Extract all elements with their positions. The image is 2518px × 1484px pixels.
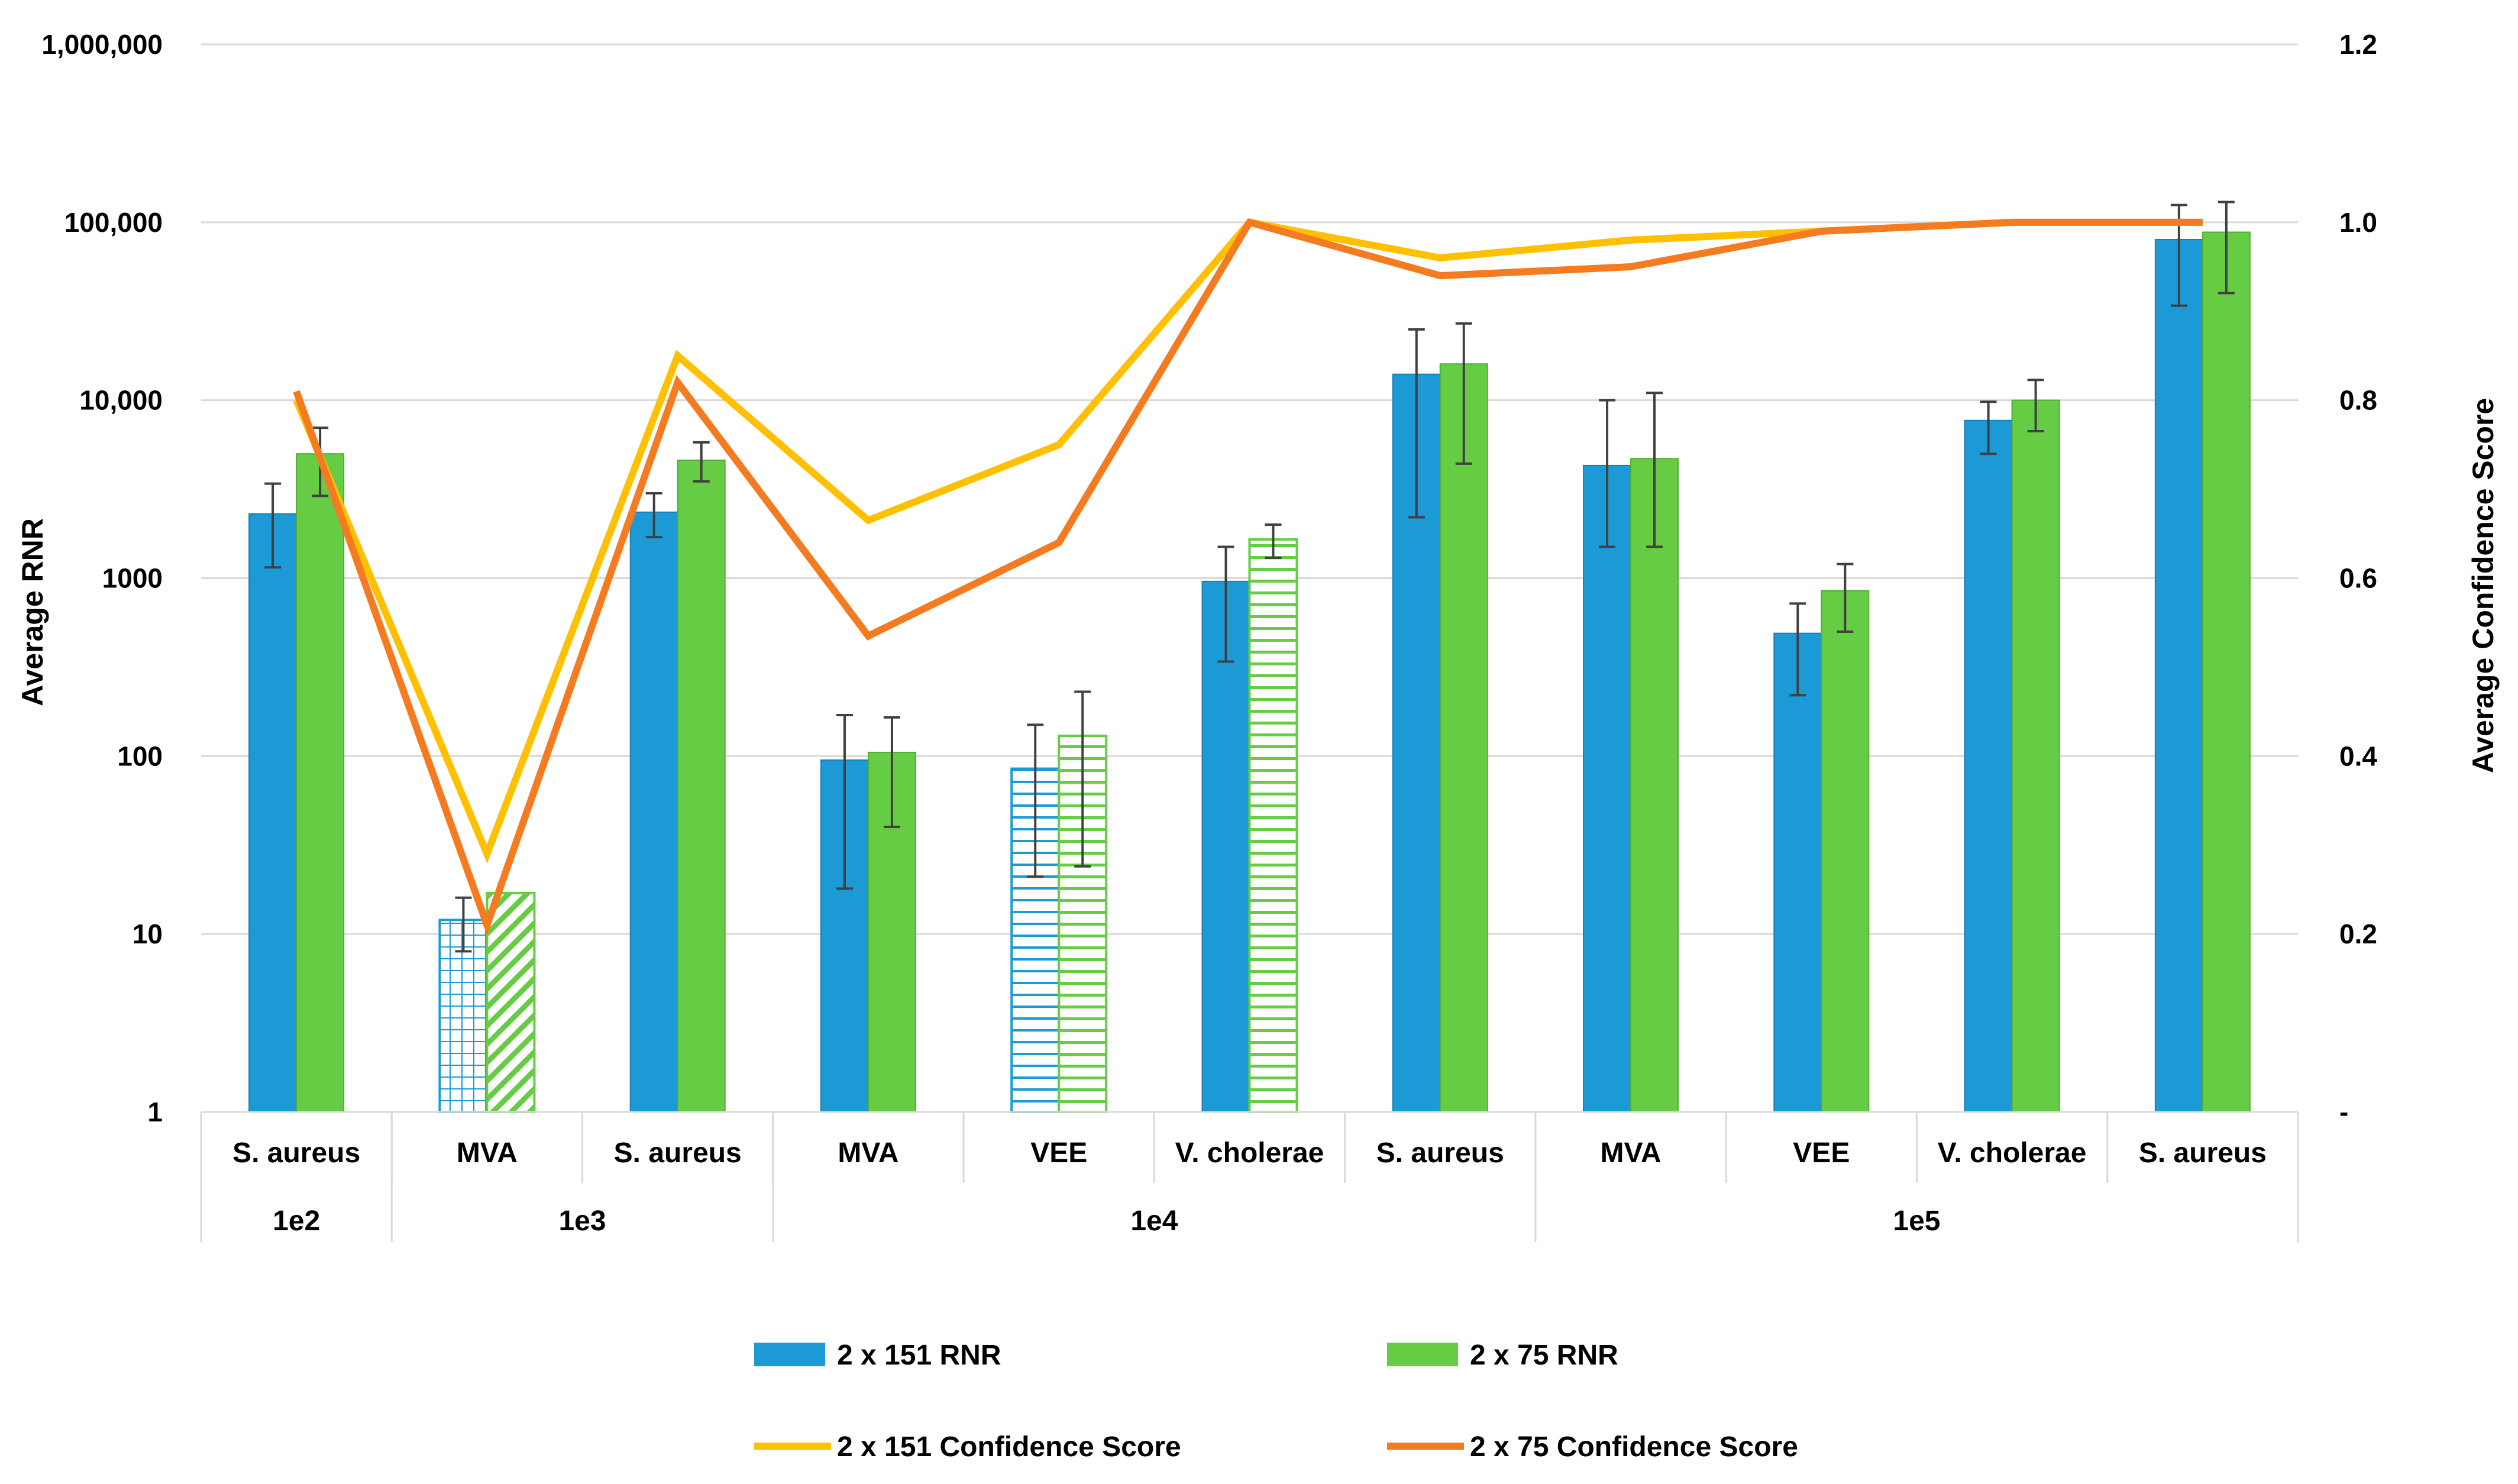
legend-2x151-confidence-label: 2 x 151 Confidence Score — [837, 1431, 1181, 1463]
y2-tick-label: 0.4 — [2339, 741, 2377, 771]
x-category-label: S. aureus — [2139, 1137, 2267, 1169]
legend-2x75-rnr-label: 2 x 75 RNR — [1470, 1340, 1618, 1371]
y-tick-label: 100 — [117, 741, 163, 771]
bar-2x151-rnr — [2154, 238, 2203, 1113]
legend-2x151-rnr-label: 2 x 151 RNR — [837, 1340, 1001, 1371]
bar-2x151-rnr — [1773, 632, 1822, 1113]
legend-2x151-rnr-swatch — [754, 1343, 825, 1366]
x-group-label: 1e4 — [1130, 1205, 1178, 1237]
y2-tick-label: 1.0 — [2339, 207, 2377, 238]
x-category-label: MVA — [1600, 1137, 1661, 1169]
x-category-label: V. cholerae — [1938, 1137, 2087, 1169]
x-category-label: S. aureus — [1376, 1137, 1504, 1169]
x-group-label: 1e2 — [273, 1205, 320, 1237]
y-tick-label: 10 — [132, 919, 163, 949]
x-category-label: V. cholerae — [1175, 1137, 1324, 1169]
bar-2x75-rnr — [486, 891, 536, 1114]
bar-2x151-rnr — [248, 513, 298, 1113]
bar-2x151-rnr — [1583, 464, 1632, 1113]
bar-2x75-rnr — [1630, 458, 1679, 1113]
x-category-label: VEE — [1030, 1137, 1087, 1169]
line-2x75-confidence — [293, 218, 2203, 936]
bar-2x75-rnr — [677, 460, 726, 1113]
y-tick-label: 10,000 — [79, 385, 163, 416]
x-group-label: 1e3 — [558, 1205, 606, 1237]
legend-2x75-confidence-label: 2 x 75 Confidence Score — [1470, 1431, 1798, 1463]
bar-2x75-rnr — [1248, 538, 1298, 1113]
y2-tick-label: 0.8 — [2339, 385, 2377, 416]
y-tick-label: 1000 — [102, 563, 163, 594]
y2-tick-label: 0.6 — [2339, 563, 2377, 594]
y-axis-title: Average RNR — [16, 518, 49, 706]
y-tick-label: 1,000,000 — [41, 29, 163, 60]
x-category-label: MVA — [457, 1137, 518, 1169]
y2-axis-title: Average Confidence Score — [2467, 398, 2500, 773]
y-tick-label: 100,000 — [64, 207, 163, 238]
x-category-label: S. aureus — [614, 1137, 742, 1169]
x-category-label: VEE — [1793, 1137, 1850, 1169]
bar-2x75-rnr — [2202, 231, 2251, 1113]
bar-2x75-rnr — [1439, 363, 1488, 1113]
y-tick-label: 1 — [147, 1097, 163, 1127]
bar-2x151-rnr — [1964, 419, 2013, 1113]
bar-2x151-rnr — [629, 511, 678, 1113]
bar-2x75-rnr — [296, 453, 345, 1113]
x-category-label: MVA — [838, 1137, 898, 1169]
bar-2x75-rnr — [2011, 399, 2060, 1113]
y2-tick-label: - — [2339, 1097, 2348, 1127]
bar-2x75-rnr — [1821, 590, 1870, 1113]
x-category-label: S. aureus — [232, 1137, 360, 1169]
y2-tick-label: 1.2 — [2339, 29, 2377, 60]
legend-2x75-rnr-swatch — [1387, 1343, 1458, 1366]
x-group-label: 1e5 — [1893, 1205, 1940, 1237]
y2-tick-label: 0.2 — [2339, 919, 2377, 949]
